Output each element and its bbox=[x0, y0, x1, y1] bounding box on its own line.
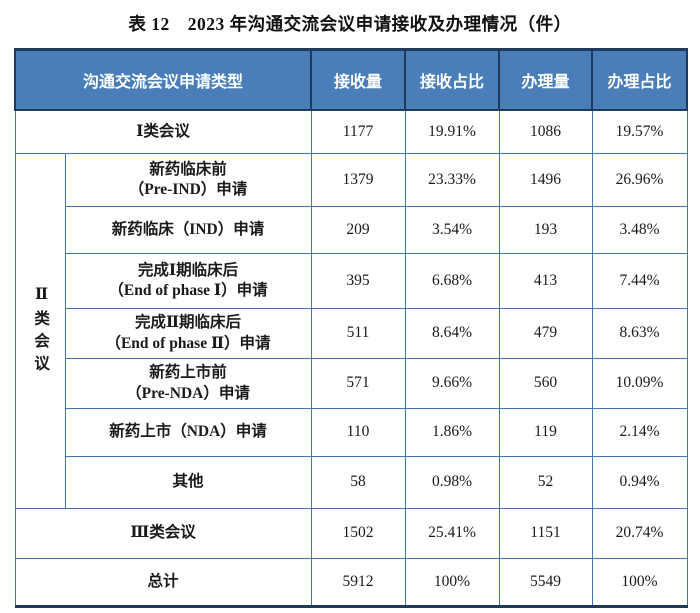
row-label-line1: 完成Ⅱ期临床后 bbox=[134, 314, 242, 332]
processed-value: 119 bbox=[498, 408, 593, 457]
table-row-pre-ind: Ⅱ类会议 新药临床前 （Pre-IND）申请 1379 23.33% 1496 … bbox=[14, 153, 688, 509]
row-label: 其他 bbox=[64, 456, 312, 509]
table-row-end-phase1: 完成Ⅰ期临床后 （End of phase Ⅰ）申请 395 6.68% 413… bbox=[15, 253, 688, 309]
header-received-pct: 接收占比 bbox=[404, 49, 501, 111]
processed-value: 560 bbox=[498, 358, 593, 409]
received-pct-value: 25.41% bbox=[404, 508, 500, 559]
communication-meetings-table: 沟通交流会议申请类型 接收量 接收占比 办理量 办理占比 Ⅰ类会议 1177 1… bbox=[13, 48, 689, 608]
header-processed-pct: 办理占比 bbox=[591, 49, 689, 111]
received-pct-value: 19.91% bbox=[404, 109, 500, 154]
row-label: 新药临床（IND）申请 bbox=[64, 206, 312, 254]
table-row-class1: Ⅰ类会议 1177 19.91% 1086 19.57% bbox=[14, 109, 688, 154]
received-value: 1177 bbox=[310, 109, 406, 154]
table-row-nda: 新药上市（NDA）申请 110 1.86% 119 2.14% bbox=[15, 408, 688, 457]
group-label-class2: Ⅱ类会议 bbox=[14, 153, 66, 509]
processed-pct-value: 10.09% bbox=[591, 358, 688, 409]
received-value: 395 bbox=[310, 253, 406, 309]
table-title: 表 12 2023 年沟通交流会议申请接收及办理情况（件） bbox=[128, 14, 572, 34]
table-row-class3: Ⅲ类会议 1502 25.41% 1151 20.74% bbox=[14, 508, 688, 559]
processed-value: 5549 bbox=[498, 558, 593, 607]
processed-pct-value: 0.94% bbox=[591, 456, 688, 509]
table-row-end-phase2: 完成Ⅱ期临床后 （End of phase Ⅱ）申请 511 8.64% 479… bbox=[15, 308, 688, 359]
table-row-total: 总计 5912 100% 5549 100% bbox=[14, 558, 688, 607]
received-value: 58 bbox=[310, 456, 406, 509]
header-row: 沟通交流会议申请类型 接收量 接收占比 办理量 办理占比 bbox=[13, 49, 689, 111]
row-label: 完成Ⅱ期临床后 （End of phase Ⅱ）申请 bbox=[64, 308, 312, 359]
received-pct-value: 8.64% bbox=[404, 308, 500, 359]
processed-value: 1151 bbox=[498, 508, 593, 559]
header-processed: 办理量 bbox=[498, 49, 594, 111]
received-value: 209 bbox=[310, 206, 406, 254]
row-label-line2: （End of phase Ⅱ）申请 bbox=[105, 334, 271, 352]
received-value: 110 bbox=[310, 408, 406, 457]
processed-value: 1086 bbox=[498, 109, 593, 154]
row-label-line2: （Pre-NDA）申请 bbox=[126, 384, 250, 402]
processed-pct-value: 19.57% bbox=[591, 109, 688, 154]
row-label-line1: 完成Ⅰ期临床后 bbox=[137, 261, 239, 279]
received-value: 1502 bbox=[310, 508, 406, 559]
row-label-line1: 新药临床前 bbox=[149, 160, 227, 178]
processed-value: 193 bbox=[498, 206, 593, 254]
processed-pct-value: 26.96% bbox=[591, 153, 688, 207]
table-row-other: 其他 58 0.98% 52 0.94% bbox=[15, 456, 688, 509]
received-value: 571 bbox=[310, 358, 406, 409]
header-received: 接收量 bbox=[310, 49, 407, 111]
processed-pct-value: 20.74% bbox=[591, 508, 688, 559]
received-pct-value: 9.66% bbox=[404, 358, 500, 409]
processed-value: 413 bbox=[498, 253, 593, 309]
processed-pct-value: 8.63% bbox=[591, 308, 688, 359]
table-row-pre-nda: 新药上市前 （Pre-NDA）申请 571 9.66% 560 10.09% bbox=[15, 358, 688, 409]
processed-pct-value: 7.44% bbox=[591, 253, 688, 309]
row-label-line1: 新药上市前 bbox=[149, 364, 227, 382]
processed-value: 479 bbox=[498, 308, 593, 359]
row-label: Ⅰ类会议 bbox=[14, 109, 312, 154]
processed-value: 52 bbox=[498, 456, 593, 509]
row-label: 新药上市（NDA）申请 bbox=[64, 408, 312, 457]
received-value: 511 bbox=[310, 308, 406, 359]
row-label-line2: （Pre-IND）申请 bbox=[128, 181, 248, 198]
row-label: 完成Ⅰ期临床后 （End of phase Ⅰ）申请 bbox=[64, 253, 312, 309]
received-value: 5912 bbox=[310, 558, 406, 607]
received-pct-value: 6.68% bbox=[404, 253, 500, 309]
processed-pct-value: 2.14% bbox=[591, 408, 688, 457]
table-row-ind: 新药临床（IND）申请 209 3.54% 193 3.48% bbox=[15, 206, 688, 254]
received-pct-value: 0.98% bbox=[404, 456, 500, 509]
received-pct-value: 100% bbox=[404, 558, 500, 607]
received-pct-value: 3.54% bbox=[404, 206, 500, 254]
processed-value: 1496 bbox=[498, 153, 593, 207]
header-type: 沟通交流会议申请类型 bbox=[13, 49, 313, 111]
row-label-line2: （End of phase Ⅰ）申请 bbox=[108, 282, 268, 299]
received-pct-value: 1.86% bbox=[404, 408, 500, 457]
received-pct-value: 23.33% bbox=[404, 153, 500, 207]
row-label: 新药临床前 （Pre-IND）申请 bbox=[64, 153, 312, 207]
row-label: Ⅲ类会议 bbox=[14, 508, 312, 559]
row-label: 新药上市前 （Pre-NDA）申请 bbox=[64, 358, 312, 409]
received-value: 1379 bbox=[310, 153, 406, 207]
processed-pct-value: 100% bbox=[591, 558, 688, 607]
row-label: 总计 bbox=[14, 558, 312, 607]
processed-pct-value: 3.48% bbox=[591, 206, 688, 254]
